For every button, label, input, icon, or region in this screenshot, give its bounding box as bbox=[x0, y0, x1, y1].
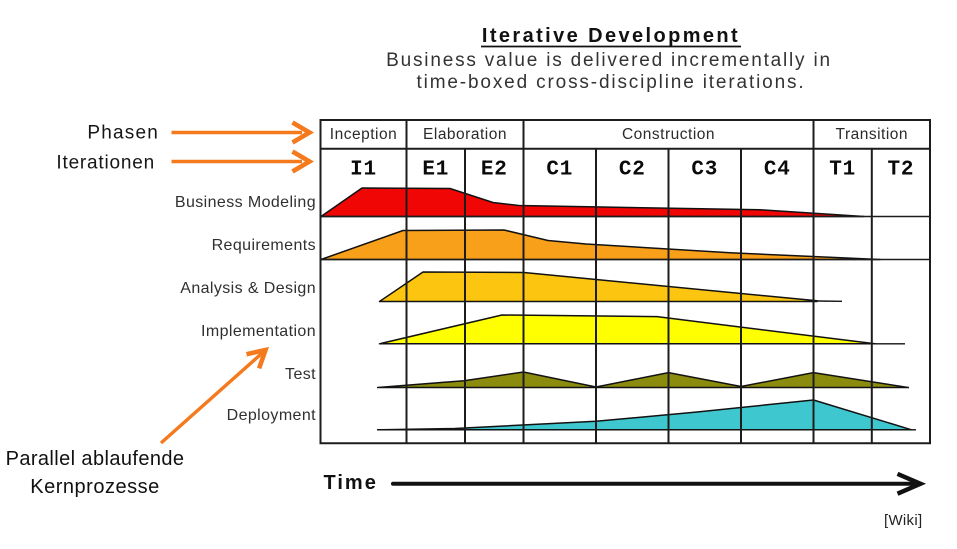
svg-text:Parallel ablaufende: Parallel ablaufende bbox=[6, 448, 185, 470]
svg-text:C1: C1 bbox=[546, 159, 573, 182]
svg-text:C2: C2 bbox=[619, 159, 646, 182]
svg-text:Iterationen: Iterationen bbox=[56, 153, 155, 174]
svg-text:Construction: Construction bbox=[622, 126, 715, 143]
svg-text:Kernprozesse: Kernprozesse bbox=[30, 476, 159, 498]
svg-text:Elaboration: Elaboration bbox=[423, 126, 507, 143]
svg-text:C3: C3 bbox=[691, 159, 718, 182]
svg-text:Time: Time bbox=[324, 472, 378, 494]
svg-text:C4: C4 bbox=[764, 159, 791, 182]
svg-text:Inception: Inception bbox=[330, 126, 397, 143]
svg-text:Business value is delivered in: Business value is delivered incrementall… bbox=[386, 50, 832, 71]
svg-text:I1: I1 bbox=[350, 159, 377, 182]
svg-text:[Wiki]: [Wiki] bbox=[884, 512, 922, 529]
svg-text:E2: E2 bbox=[481, 159, 508, 182]
svg-text:Transition: Transition bbox=[836, 126, 908, 143]
svg-text:Deployment: Deployment bbox=[227, 407, 317, 424]
svg-text:T1: T1 bbox=[829, 159, 856, 182]
svg-text:E1: E1 bbox=[422, 159, 449, 182]
svg-text:Iterative Development: Iterative Development bbox=[482, 25, 740, 47]
svg-text:Requirements: Requirements bbox=[212, 237, 316, 254]
svg-text:time-boxed cross-discipline it: time-boxed cross-discipline iterations. bbox=[417, 72, 806, 93]
svg-text:Implementation: Implementation bbox=[201, 323, 316, 340]
svg-text:Test: Test bbox=[285, 366, 316, 383]
svg-text:Phasen: Phasen bbox=[87, 123, 159, 144]
svg-text:T2: T2 bbox=[887, 159, 914, 182]
svg-text:Analysis & Design: Analysis & Design bbox=[180, 280, 316, 297]
svg-text:Business Modeling: Business Modeling bbox=[175, 194, 316, 211]
